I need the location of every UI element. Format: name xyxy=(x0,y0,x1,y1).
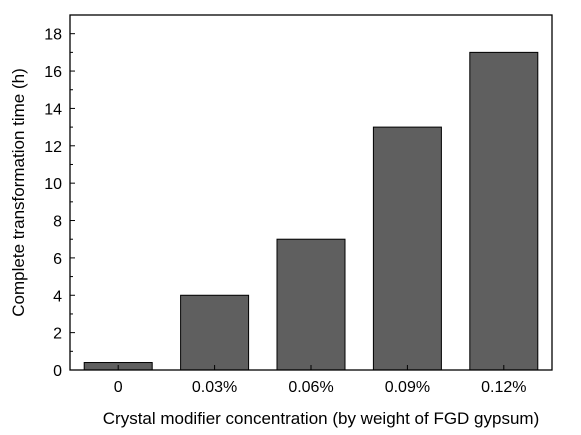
y-tick-label: 6 xyxy=(53,251,62,268)
y-tick-label: 14 xyxy=(44,101,62,118)
x-tick-label: 0.06% xyxy=(288,379,333,396)
y-tick-label: 8 xyxy=(53,214,62,231)
x-tick-label: 0.03% xyxy=(192,379,237,396)
y-tick-label: 2 xyxy=(53,326,62,343)
x-tick-label: 0.12% xyxy=(481,379,526,396)
y-tick-label: 12 xyxy=(44,139,62,156)
plot-frame xyxy=(69,14,553,371)
x-tick-label: 0 xyxy=(114,379,123,396)
x-tick-label: 0.09% xyxy=(385,379,430,396)
bar-3 xyxy=(372,126,442,371)
y-axis-label: Complete transformation time (h) xyxy=(9,68,28,316)
x-axis-label: Crystal modifier concentration (by weigh… xyxy=(103,409,540,428)
bar-4 xyxy=(469,51,539,371)
y-tick-label: 18 xyxy=(44,27,62,44)
bars-group xyxy=(83,51,539,371)
bar-1 xyxy=(180,294,250,371)
x-axis-ticks: 0 0.03% 0.06% 0.09% 0.12% xyxy=(114,365,526,396)
y-tick-label: 16 xyxy=(44,64,62,81)
y-tick-label: 0 xyxy=(53,363,62,380)
bar-2 xyxy=(276,238,346,371)
y-tick-label: 4 xyxy=(53,288,62,305)
y-tick-label: 10 xyxy=(44,176,62,193)
